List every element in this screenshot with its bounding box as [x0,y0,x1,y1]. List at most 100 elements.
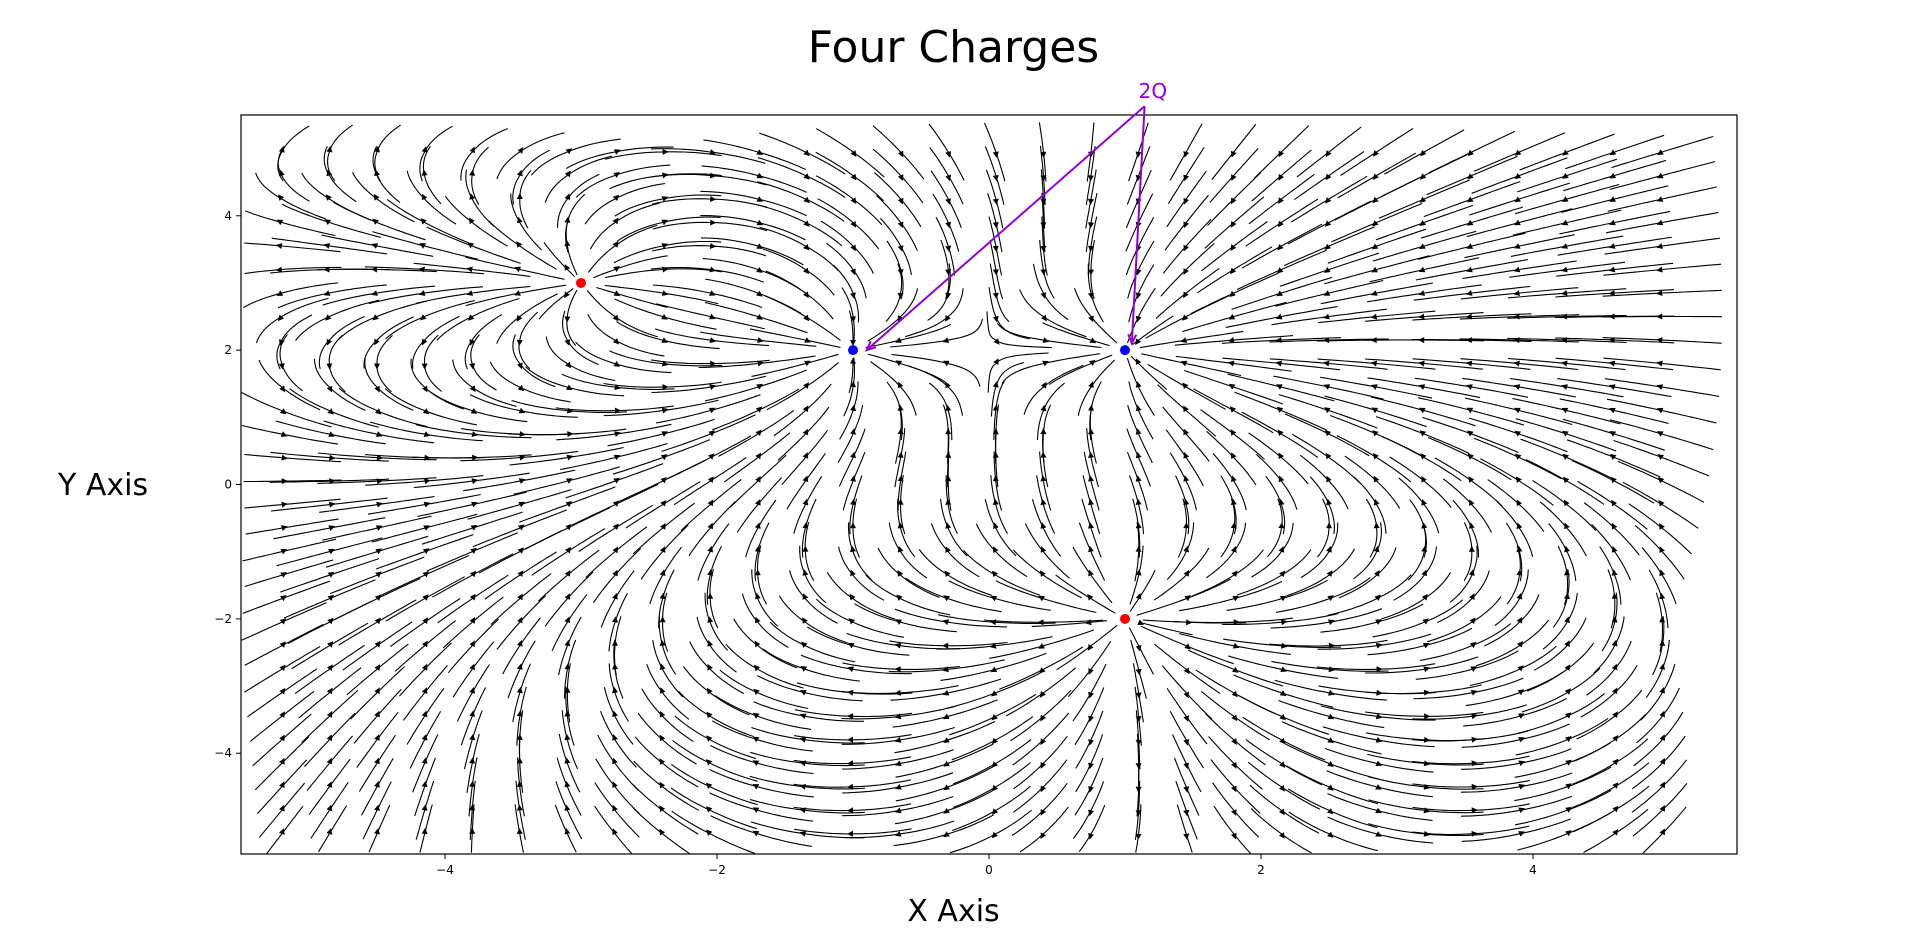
stream-line-661 [1287,788,1378,829]
stream-arrow-767 [1467,430,1474,437]
stream-arrow-833 [1561,290,1568,296]
stream-line-522 [1078,522,1106,581]
stream-arrow-822 [1564,545,1570,553]
stream-line-0 [265,805,304,855]
stream-line-333 [750,751,865,767]
stream-arrow-695 [1375,713,1383,720]
stream-line-784 [1461,723,1570,748]
stream-arrow-387 [850,197,857,204]
stream-arrow-628 [1231,174,1237,181]
stream-line-624 [1196,246,1273,294]
stream-arrow-297 [710,196,717,202]
stream-arrow-181 [564,804,571,811]
stream-arrow-355 [803,244,810,251]
stream-line-4 [252,713,312,767]
stream-line-600 [1213,805,1252,854]
stream-line-518 [1056,624,1118,671]
stream-arrow-883 [1659,523,1665,530]
stream-line-266 [616,216,721,242]
stream-arrow-430 [943,595,950,602]
stream-arrow-701 [1374,570,1380,577]
stream-arrow-580 [1184,595,1191,602]
stream-arrow-203 [564,291,570,299]
stream-line-174 [465,256,565,280]
stream-arrow-553 [1135,522,1142,529]
stream-arrow-804 [1513,266,1521,273]
stream-arrow-606 [1231,690,1238,698]
stream-arrow-418 [897,174,904,181]
stream-line-697 [1317,663,1436,670]
stream-arrow-739 [1418,384,1426,390]
stream-arrow-895 [1656,243,1663,249]
stream-line-680 [1269,358,1388,370]
stream-arrow-99 [422,617,429,624]
stream-arrow-445 [945,245,952,252]
stream-line-830 [1508,357,1626,371]
stream-arrow-669 [1328,619,1335,626]
stream-line-626 [1204,196,1265,249]
stream-arrow-890 [1656,360,1663,367]
stream-arrow-210 [612,828,618,835]
stream-line-421 [895,790,993,825]
stream-line-451 [952,785,1031,832]
stream-arrow-259 [662,384,669,391]
stream-line-833 [1507,288,1627,299]
stream-line-452 [952,762,1031,809]
stream-arrow-703 [1373,522,1380,529]
stream-line-877 [1645,639,1670,699]
stream-arrow-794 [1516,499,1522,507]
stream-arrow-544 [1135,739,1142,746]
stream-line-58 [323,146,357,203]
stream-arrow-865 [1608,243,1616,249]
stream-arrow-336 [800,690,807,696]
stream-line-422 [895,766,993,802]
stream-line-3 [254,736,310,791]
stream-arrow-186 [564,686,571,693]
stream-line-524 [1082,475,1101,535]
stream-arrow-891 [1656,337,1663,343]
stream-line-24 [244,266,342,275]
stream-line-267 [614,194,722,217]
stream-arrow-894 [1656,266,1663,273]
stream-arrow-209 [565,148,573,155]
stream-arrow-529 [1088,381,1094,388]
stream-arrow-832 [1561,313,1568,320]
stream-line-402 [888,522,928,579]
stream-arrow-403 [897,522,904,529]
stream-line-344 [793,475,823,534]
stream-arrow-25 [275,243,283,249]
stream-line-147 [465,169,495,227]
stream-arrow-762 [1468,545,1475,552]
stream-line-723 [1367,753,1484,766]
stream-line-119 [419,125,453,182]
stream-arrow-393 [895,760,902,767]
stream-arrow-788 [1517,641,1524,648]
stream-arrow-345 [802,475,809,483]
stream-arrow-432 [945,546,951,553]
stream-arrow-441 [942,337,950,343]
stream-line-671 [1286,548,1355,597]
stream-arrow-554 [1135,498,1142,505]
stream-arrow-705 [1373,475,1380,483]
stream-arrow-410 [895,360,903,367]
stream-arrow-4 [279,734,285,742]
stream-arrow-11 [280,572,287,578]
stream-arrow-40 [327,594,334,601]
stream-arrow-748 [1419,173,1427,180]
stream-arrow-621 [1227,337,1235,343]
stream-line-276 [683,666,750,716]
stream-arrow-212 [612,781,618,788]
stream-arrow-347 [802,428,809,436]
stream-arrow-752 [1471,783,1478,790]
stream-line-390 [841,820,955,839]
stream-arrow-277 [707,663,713,671]
stream-arrow-216 [612,686,618,694]
stream-arrow-92 [421,780,428,788]
stream-arrow-371 [850,569,856,577]
stream-arrow-385 [850,244,856,252]
stream-arrow-549 [1137,619,1144,625]
stream-arrow-318 [755,406,763,413]
stream-arrow-48 [327,408,334,415]
stream-arrow-825 [1563,476,1570,484]
stream-arrow-674 [1326,498,1332,506]
